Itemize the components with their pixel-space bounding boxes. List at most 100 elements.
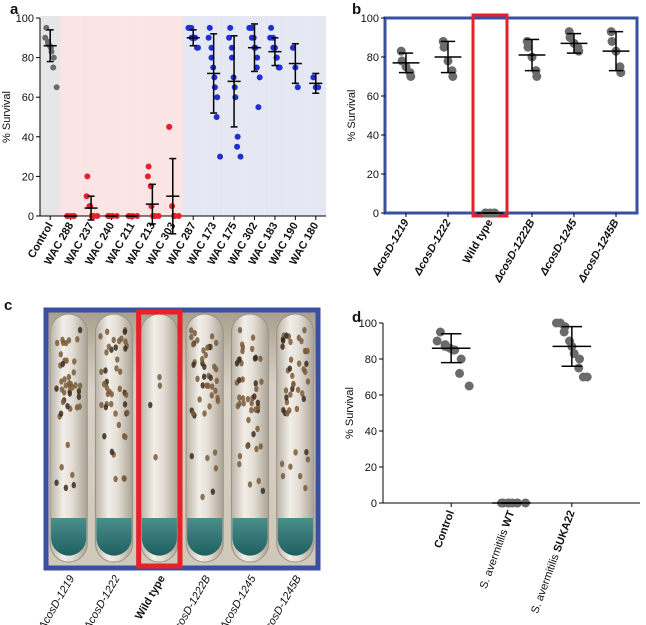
fly xyxy=(205,454,210,462)
fly xyxy=(122,328,128,335)
fly xyxy=(287,365,293,372)
fly xyxy=(66,380,72,387)
data-point xyxy=(607,36,617,46)
y-tick-label: 0 xyxy=(28,211,34,223)
tube xyxy=(185,313,224,563)
data-point xyxy=(206,24,213,31)
data-point xyxy=(145,163,152,170)
fly xyxy=(109,448,115,456)
y-tick-label: 0 xyxy=(371,498,377,510)
fly xyxy=(114,365,119,372)
fly xyxy=(109,400,114,408)
fly xyxy=(240,347,245,355)
fly xyxy=(209,392,215,399)
fly xyxy=(157,382,163,389)
fly xyxy=(76,393,82,400)
fly xyxy=(301,395,307,403)
x-tick-label: S. avermitilis WT xyxy=(478,509,518,591)
data-point xyxy=(237,153,244,160)
fly xyxy=(77,403,82,410)
fly xyxy=(58,351,64,358)
data-point xyxy=(48,48,55,55)
fly xyxy=(304,360,309,367)
tube xyxy=(276,313,315,563)
fly xyxy=(280,337,286,344)
fly xyxy=(202,410,207,417)
fly xyxy=(255,399,261,406)
data-point xyxy=(575,354,585,364)
y-tick-label: 80 xyxy=(365,354,377,366)
fly xyxy=(191,361,196,368)
fly xyxy=(67,390,73,397)
fly xyxy=(258,443,264,450)
x-tick-label: ΔcosD-1219 xyxy=(36,574,77,625)
y-axis-label: % Survival xyxy=(1,91,13,143)
background-band xyxy=(203,16,224,216)
fly xyxy=(77,326,83,334)
data-point xyxy=(211,84,218,91)
fly xyxy=(153,454,158,461)
fly xyxy=(303,368,308,376)
data-point xyxy=(574,363,584,373)
fly xyxy=(284,332,289,339)
background-band xyxy=(183,16,204,216)
fly xyxy=(235,402,241,410)
fly xyxy=(113,475,118,483)
fly xyxy=(148,401,153,409)
fly xyxy=(117,385,123,393)
x-tick-label: Wild type xyxy=(133,574,168,622)
data-point xyxy=(406,72,416,81)
fly xyxy=(293,449,298,456)
fly xyxy=(237,356,242,363)
fly xyxy=(249,407,254,414)
background-band xyxy=(162,16,183,216)
data-point xyxy=(254,54,261,61)
y-tick-label: 100 xyxy=(16,13,34,25)
fly xyxy=(207,403,212,410)
fly xyxy=(303,348,308,355)
y-tick-label: 40 xyxy=(367,130,379,142)
tube xyxy=(49,313,88,563)
fly xyxy=(305,456,311,463)
fly xyxy=(212,449,218,456)
x-tick-label-part: S. avermitilis xyxy=(529,550,563,616)
fly xyxy=(77,382,83,390)
fly xyxy=(280,343,285,350)
data-point xyxy=(234,143,241,150)
fly xyxy=(240,395,246,402)
fly xyxy=(54,339,60,347)
data-point xyxy=(213,114,220,120)
y-tick-label: 100 xyxy=(361,13,379,25)
data-point xyxy=(455,368,465,378)
fly xyxy=(258,355,263,362)
fly xyxy=(208,374,213,381)
fly xyxy=(245,442,250,450)
fly xyxy=(253,354,259,362)
fly xyxy=(299,337,304,345)
tube-medium xyxy=(232,518,268,556)
data-point xyxy=(432,336,442,346)
x-tick-label: ΔcosD-1245 xyxy=(537,217,580,279)
x-tick-label: ΔcosD-1222 xyxy=(411,218,453,279)
fly xyxy=(300,390,305,397)
fly xyxy=(71,481,76,489)
fly xyxy=(259,378,264,385)
fly xyxy=(197,396,202,403)
data-point xyxy=(456,354,466,364)
fly xyxy=(123,345,128,352)
fly xyxy=(63,484,69,492)
fly xyxy=(285,410,290,417)
data-point xyxy=(94,213,101,219)
fly xyxy=(107,388,112,395)
tube-medium xyxy=(51,518,87,556)
x-tick-label: S. avermitilis SUKA22 xyxy=(529,509,577,615)
fly xyxy=(195,375,200,383)
tube xyxy=(94,313,134,563)
fly xyxy=(189,333,194,341)
data-point xyxy=(256,74,263,81)
data-point xyxy=(175,213,182,219)
data-point xyxy=(523,42,533,52)
data-point xyxy=(166,123,173,130)
background-band xyxy=(244,16,265,216)
fly xyxy=(283,387,289,394)
